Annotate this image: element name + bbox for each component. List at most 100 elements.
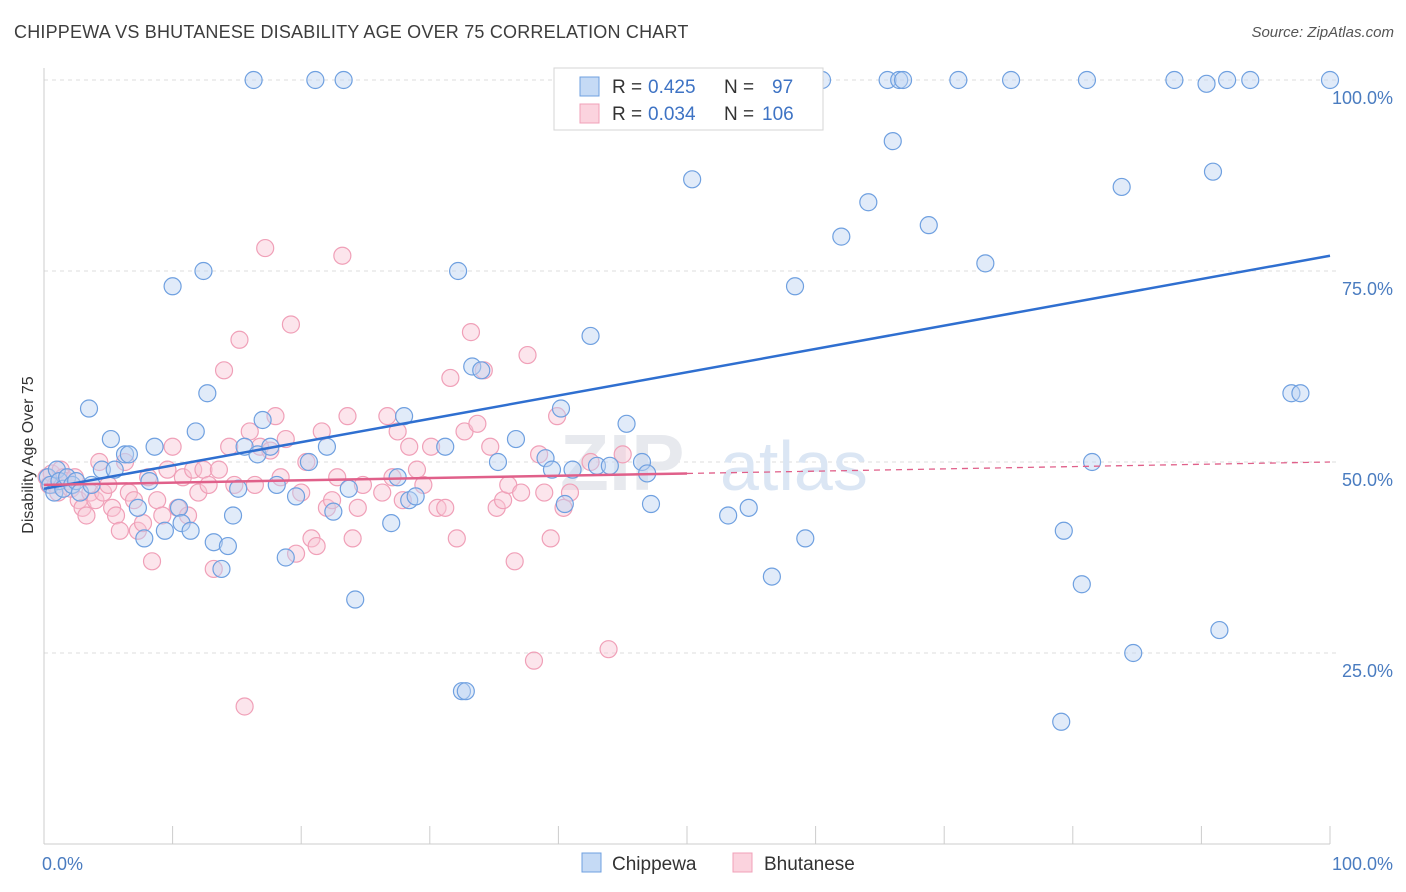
bhutanese-point-81	[447, 529, 466, 548]
trend-lines	[43, 254, 1331, 490]
chippewa-point-91	[1052, 712, 1071, 731]
chippewa-point-22	[163, 277, 182, 296]
chippewa-point-90	[1001, 70, 1021, 90]
chippewa-point-13	[101, 429, 120, 449]
y-tick-label-50: 50.0%	[1342, 470, 1393, 490]
chippewa-point-49	[382, 514, 401, 533]
bhutanese-point-29	[153, 506, 172, 525]
chippewa-point-96	[1112, 177, 1131, 197]
chippewa-point-45	[324, 502, 343, 521]
chippewa-point-28	[198, 384, 217, 403]
legend-chippewa-n-value: 97	[772, 77, 793, 98]
y-tick-label-100: 100.0%	[1332, 88, 1393, 108]
bhutanese-point-84	[468, 414, 487, 433]
bhutanese-point-40	[209, 460, 228, 479]
chippewa-point-87	[919, 216, 938, 235]
chippewa-point-66	[563, 460, 582, 479]
chippewa-point-40	[276, 548, 295, 567]
chippewa-point-85	[893, 70, 913, 90]
chippewa-point-61	[506, 429, 526, 449]
bottom-legend-chippewa-label: Chippewa	[612, 854, 697, 875]
legend-chippewa-r-value: 0.425	[648, 77, 696, 98]
legend-chippewa-r-label: R =	[612, 77, 642, 98]
chippewa-point-53	[406, 487, 425, 506]
bottom-legend: Chippewa Bhutanese	[581, 852, 855, 875]
bhutanese-point-55	[286, 544, 306, 563]
bhutanese-point-75	[407, 460, 427, 479]
bhutanese-point-95	[535, 483, 554, 502]
bhutanese-point-70	[378, 407, 397, 426]
chippewa-point-59	[472, 361, 491, 380]
chippewa-point-29	[204, 533, 223, 552]
bhutanese-point-39	[204, 559, 223, 579]
chippewa-point-10	[79, 399, 99, 418]
chippewa-point-93	[1072, 575, 1091, 594]
bhutanese-point-30	[158, 460, 177, 479]
chippewa-point-42	[299, 452, 319, 472]
bhutanese-point-37	[194, 460, 213, 479]
chippewa-point-64	[551, 399, 571, 418]
y-tick-labels: 25.0% 50.0% 75.0% 100.0%	[1332, 88, 1393, 681]
chippewa-point-17	[128, 498, 147, 517]
chippewa-point-26	[186, 422, 205, 441]
chippewa-point-106	[1320, 70, 1340, 90]
bhutanese-point-47	[245, 475, 265, 495]
bhutanese-point-96	[541, 529, 560, 548]
chippewa-point-39	[267, 475, 286, 495]
chippewa-point-75	[719, 506, 738, 525]
bhutanese-point-31	[163, 437, 182, 456]
chippewa-point-41	[286, 487, 306, 506]
chippewa-point-32	[223, 506, 243, 525]
chippewa-point-79	[796, 529, 815, 548]
chippewa-point-62	[536, 449, 555, 468]
bhutanese-point-12	[77, 506, 96, 525]
chippewa-point-21	[155, 521, 174, 540]
bhutanese-point-88	[494, 491, 513, 510]
bhutanese-point-36	[189, 483, 208, 502]
bhutanese-point-87	[487, 498, 506, 517]
legend-bhutanese-n-label: N =	[724, 104, 754, 125]
chippewa-point-55	[448, 261, 468, 281]
bottom-legend-bhutanese-swatch	[732, 852, 753, 873]
chippewa-point-43	[306, 70, 325, 90]
chippewa-point-84	[890, 70, 909, 90]
chippewa-point-92	[1054, 521, 1073, 540]
chippewa-point-31	[218, 536, 237, 556]
chippewa-point-15	[115, 445, 135, 464]
chippewa-point-18	[135, 529, 154, 548]
chippewa-point-16	[119, 445, 138, 464]
chippewa-point-57	[456, 682, 475, 701]
bhutanese-point-38	[199, 475, 218, 495]
chippewa-point-58	[463, 357, 482, 376]
chippewa-point-47	[339, 479, 358, 498]
bhutanese-point-64	[333, 246, 352, 265]
y-axis-label: Disability Age Over 75	[20, 376, 37, 534]
bhutanese-point-92	[518, 345, 537, 365]
bhutanese-point-77	[421, 437, 441, 456]
bhutanese-point-63	[328, 468, 347, 487]
chippewa-point-95	[1082, 452, 1102, 472]
bhutanese-point-74	[400, 437, 419, 456]
legend-bhutanese-swatch	[579, 103, 600, 124]
bhutanese-point-45	[235, 697, 254, 716]
chippewa-point-19	[140, 472, 159, 491]
chippewa-point-30	[212, 559, 231, 579]
chippewa-trend-line	[43, 254, 1331, 490]
chippewa-point-78	[785, 277, 805, 296]
bhutanese-point-49	[256, 238, 275, 258]
chippewa-point-23	[169, 498, 189, 517]
chippewa-point-60	[488, 452, 508, 472]
chippewa-point-97	[1124, 643, 1143, 663]
bhutanese-point-41	[214, 361, 234, 380]
chart-source: Source: ZipAtlas.com	[1251, 24, 1394, 41]
chippewa-point-73	[641, 494, 661, 514]
bhutanese-point-91	[512, 483, 531, 502]
y-tick-label-25: 25.0%	[1342, 661, 1393, 681]
chippewa-point-71	[632, 452, 652, 472]
legend-bhutanese-r-label: R =	[612, 104, 642, 125]
top-legend: R = 0.425 N = 97 R = 0.034 N = 106	[553, 67, 824, 131]
bhutanese-point-68	[353, 475, 373, 495]
chippewa-point-77	[762, 567, 781, 586]
axes	[43, 68, 1331, 845]
grid-lines	[44, 79, 1340, 654]
